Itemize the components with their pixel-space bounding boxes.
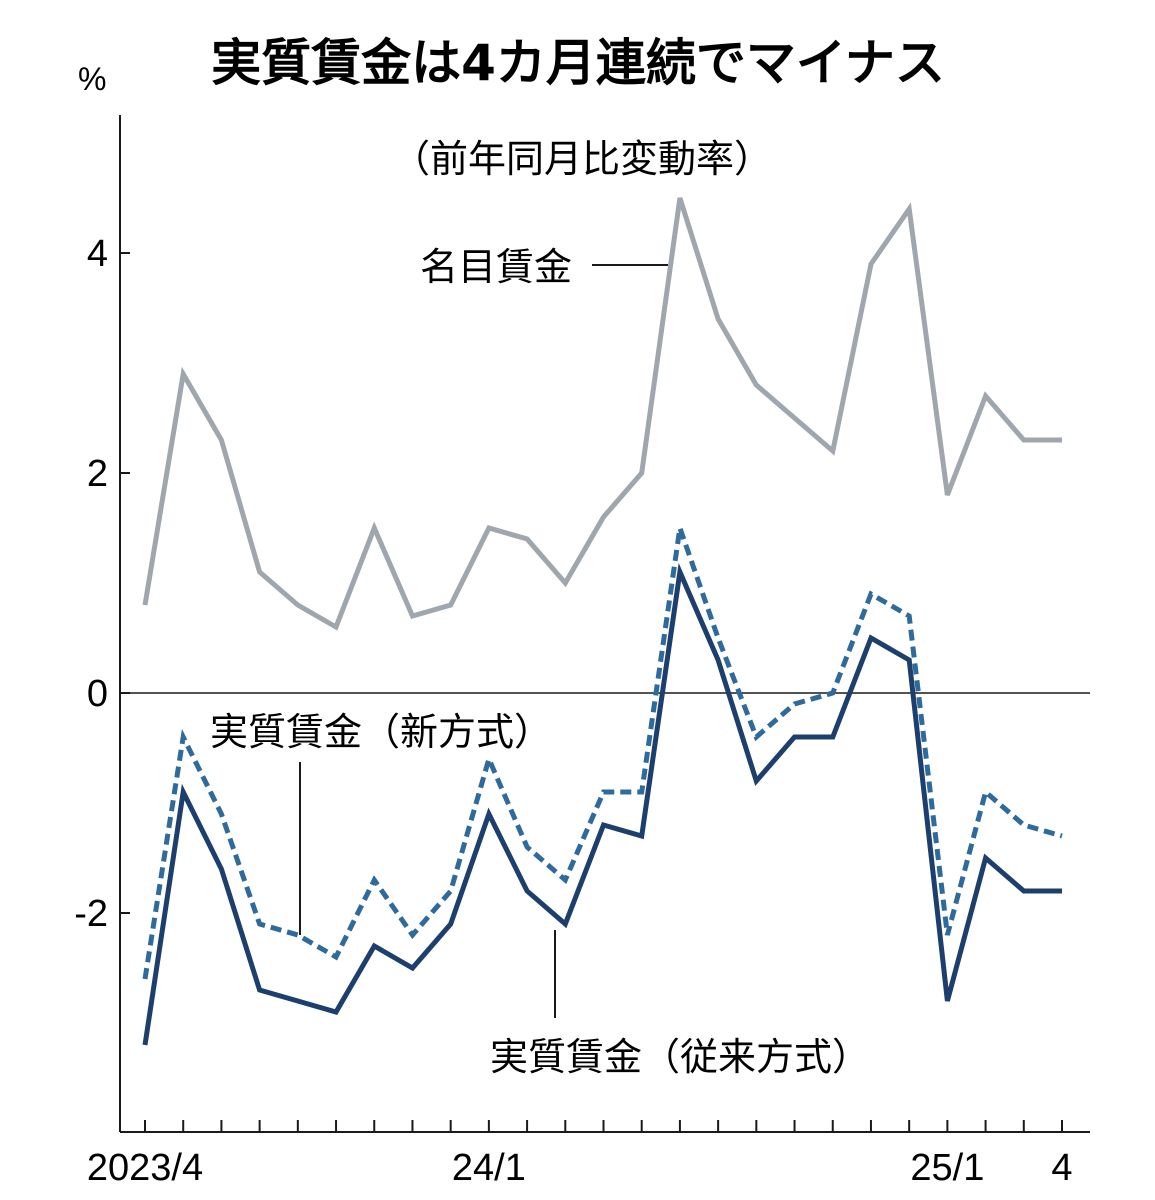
y-tick-label: 0 (87, 673, 108, 715)
y-tick-label: -2 (74, 893, 108, 935)
chart-subtitle: （前年同月比変動率） (392, 137, 772, 181)
x-axis-ticks: 2023/4 24/1 25/1 4 (87, 1120, 1073, 1189)
series-real-wage-new (142, 527, 1063, 980)
x-tick-label: 4 (1051, 1147, 1072, 1189)
label-real-wage-new-text: 実質賃金（新方式） (210, 710, 552, 754)
y-axis-ticks: 4 2 0 -2 (74, 233, 130, 935)
chart-title: 実質賃金は4カ月連続でマイナス (211, 34, 945, 92)
label-nominal-wage-text: 名目賃金 (420, 245, 572, 289)
series-nominal-wage (142, 197, 1062, 631)
y-tick-label: 2 (87, 453, 108, 495)
x-tick-label: 25/1 (910, 1147, 984, 1189)
x-tick-label: 24/1 (452, 1147, 526, 1189)
x-tick-label: 2023/4 (87, 1147, 203, 1189)
label-real-wage-old: 実質賃金（従来方式） (490, 930, 870, 1079)
label-real-wage-old-text: 実質賃金（従来方式） (490, 1035, 870, 1079)
y-axis-unit: % (78, 61, 106, 97)
series-real-wage-old (142, 562, 1062, 1046)
series-lines (142, 197, 1063, 1046)
y-tick-label: 4 (87, 233, 108, 275)
label-nominal-wage: 名目賃金 (420, 245, 668, 289)
label-real-wage-new: 実質賃金（新方式） (210, 710, 552, 935)
axes (119, 115, 1090, 1133)
